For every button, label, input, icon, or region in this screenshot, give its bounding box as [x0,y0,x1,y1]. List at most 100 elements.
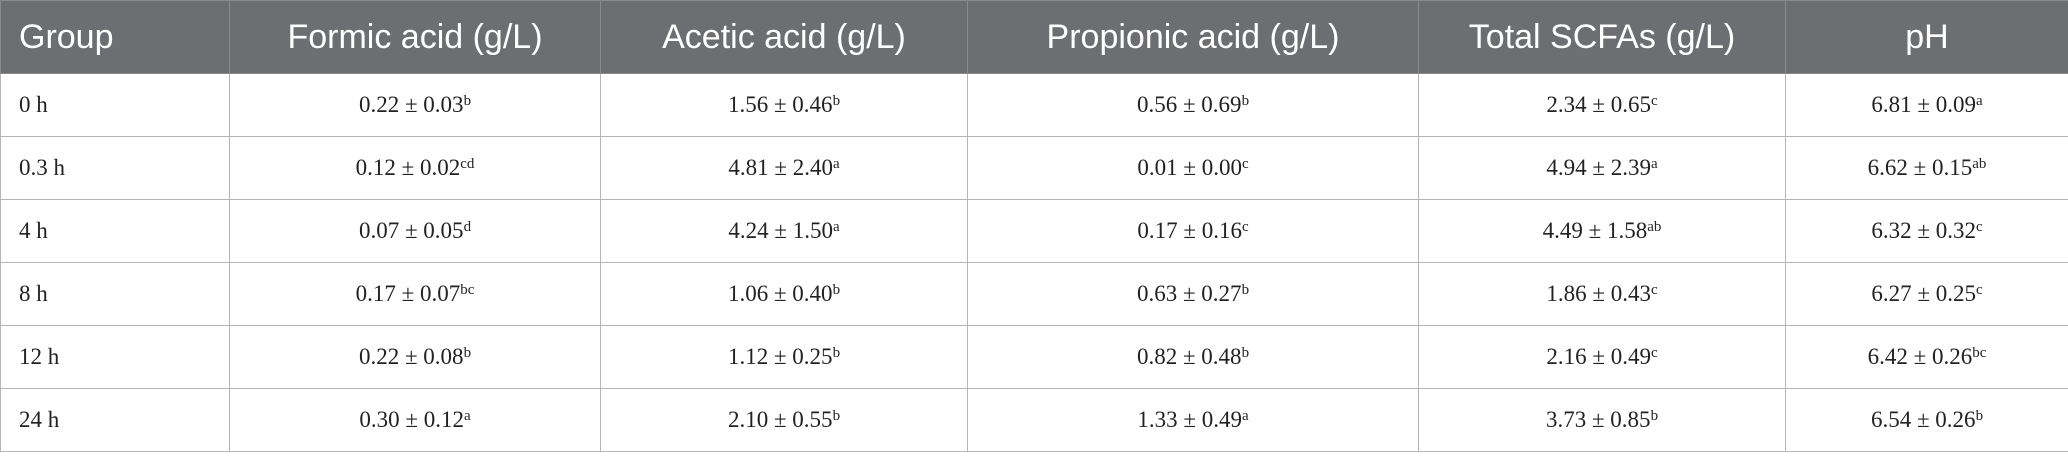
value-cell: 1.33 ± 0.49a [967,388,1419,452]
value-text: 2.16 ± 0.49 [1546,344,1651,369]
table-row: 24 h 0.30 ± 0.12a 2.10 ± 0.55b 1.33 ± 0.49a… [0,388,2068,452]
value-cell: 6.62 ± 0.15ab [1785,136,2068,200]
significance-letter: b [832,282,841,298]
column-header: Total SCFAs (g/L) [1418,0,1786,74]
header-row: Group Formic acid (g/L) Acetic acid (g/L) P… [0,0,2068,74]
value-text: 1.12 ± 0.25 [727,344,833,369]
significance-letter: a [832,156,840,172]
value-cell: 0.22 ± 0.03b [229,73,601,137]
value-cell: 0.82 ± 0.48b [967,325,1419,389]
significance-letter: a [1241,408,1249,424]
value-cell: 0.22 ± 0.08b [229,325,601,389]
significance-letter: a [832,219,840,235]
value-cell: 1.12 ± 0.25b [600,325,968,389]
value-cell: 6.42 ± 0.26bc [1785,325,2068,389]
value-text: 6.81 ± 0.09 [1871,92,1976,117]
significance-letter: b [1975,408,1984,424]
column-header: Group [0,0,230,74]
value-cell: 2.34 ± 0.65c [1418,73,1786,137]
significance-letter: c [1975,219,1983,235]
significance-letter: b [1241,282,1250,298]
value-text: 0.07 ± 0.05 [358,218,464,243]
group-cell: 8 h [0,262,230,326]
value-text: 1.06 ± 0.40 [727,281,833,306]
value-cell: 6.27 ± 0.25c [1785,262,2068,326]
significance-letter: c [1241,156,1249,172]
table-row: 0 h 0.22 ± 0.03b 1.56 ± 0.46b 0.56 ± 0.69b 2… [0,73,2068,137]
significance-letter: c [1650,93,1658,109]
value-cell: 0.30 ± 0.12a [229,388,601,452]
significance-letter: c [1650,282,1658,298]
value-cell: 1.56 ± 0.46b [600,73,968,137]
value-text: 0.01 ± 0.00 [1137,155,1242,180]
value-cell: 4.49 ± 1.58ab [1418,199,1786,263]
significance-letter: d [463,219,472,235]
value-text: 1.86 ± 0.43 [1546,281,1651,306]
significance-letter: bc [460,282,475,298]
value-cell: 3.73 ± 0.85b [1418,388,1786,452]
value-text: 0.17 ± 0.16 [1137,218,1242,243]
column-header: pH [1785,0,2068,74]
table-row: 0.3 h 0.12 ± 0.02cd 4.81 ± 2.40a 0.01 ± 0.0… [0,136,2068,200]
value-text: 6.54 ± 0.26 [1870,407,1976,432]
value-text: 0.63 ± 0.27 [1136,281,1242,306]
significance-letter: b [832,93,841,109]
significance-letter: b [1241,345,1250,361]
value-cell: 4.24 ± 1.50a [600,199,968,263]
value-cell: 0.17 ± 0.16c [967,199,1419,263]
value-cell: 6.32 ± 0.32c [1785,199,2068,263]
value-text: 6.27 ± 0.25 [1871,281,1976,306]
value-text: 0.17 ± 0.07 [355,281,461,306]
value-text: 4.94 ± 2.39 [1546,155,1651,180]
group-cell: 0.3 h [0,136,230,200]
table-row: 4 h 0.07 ± 0.05d 4.24 ± 1.50a 0.17 ± 0.16c 4… [0,199,2068,263]
significance-letter: c [1650,345,1658,361]
value-text: 1.56 ± 0.46 [727,92,833,117]
significance-letter: ab [1647,219,1662,235]
significance-letter: b [1241,93,1250,109]
significance-letter: bc [1972,345,1987,361]
value-text: 0.22 ± 0.08 [358,344,464,369]
value-cell: 1.86 ± 0.43c [1418,262,1786,326]
value-cell: 0.07 ± 0.05d [229,199,601,263]
column-header: Formic acid (g/L) [229,0,601,74]
value-text: 0.56 ± 0.69 [1136,92,1242,117]
significance-letter: b [463,345,472,361]
value-cell: 0.17 ± 0.07bc [229,262,601,326]
value-cell: 2.10 ± 0.55b [600,388,968,452]
value-cell: 0.63 ± 0.27b [967,262,1419,326]
value-cell: 6.54 ± 0.26b [1785,388,2068,452]
value-cell: 0.01 ± 0.00c [967,136,1419,200]
value-text: 2.34 ± 0.65 [1546,92,1651,117]
significance-letter: b [463,93,472,109]
value-text: 4.81 ± 2.40 [728,155,833,180]
value-text: 4.24 ± 1.50 [728,218,833,243]
value-text: 2.10 ± 0.55 [727,407,833,432]
value-cell: 4.81 ± 2.40a [600,136,968,200]
group-cell: 24 h [0,388,230,452]
value-text: 0.30 ± 0.12 [359,407,464,432]
group-cell: 4 h [0,199,230,263]
significance-letter: b [832,345,841,361]
value-text: 4.49 ± 1.58 [1542,218,1648,243]
column-header: Propionic acid (g/L) [967,0,1419,74]
significance-letter: a [1650,156,1658,172]
value-cell: 2.16 ± 0.49c [1418,325,1786,389]
value-text: 6.42 ± 0.26 [1867,344,1973,369]
significance-letter: a [1975,93,1983,109]
significance-letter: b [1650,408,1659,424]
value-text: 0.82 ± 0.48 [1136,344,1242,369]
significance-letter: ab [1972,156,1987,172]
value-text: 3.73 ± 0.85 [1545,407,1651,432]
value-text: 6.32 ± 0.32 [1871,218,1976,243]
significance-letter: cd [460,156,475,172]
table-row: 12 h 0.22 ± 0.08b 1.12 ± 0.25b 0.82 ± 0.48b… [0,325,2068,389]
group-cell: 12 h [0,325,230,389]
value-text: 0.12 ± 0.02 [355,155,461,180]
value-cell: 0.56 ± 0.69b [967,73,1419,137]
significance-letter: c [1975,282,1983,298]
value-cell: 1.06 ± 0.40b [600,262,968,326]
value-text: 0.22 ± 0.03 [358,92,464,117]
